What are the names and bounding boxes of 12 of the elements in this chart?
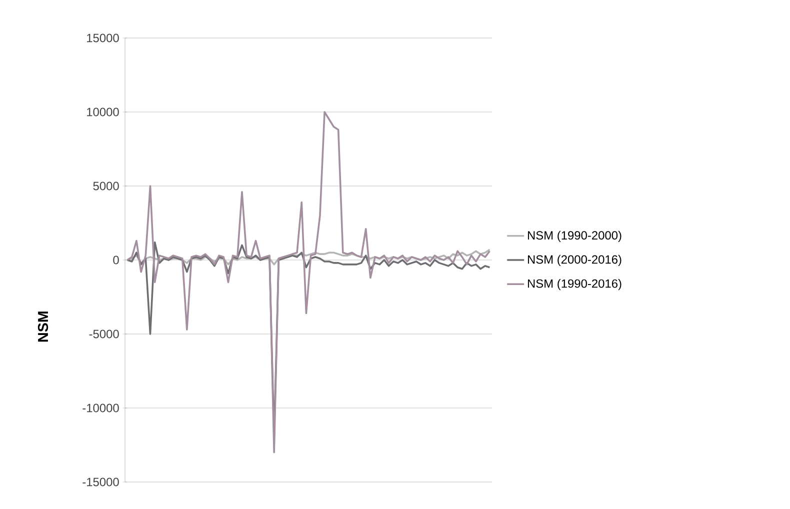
y-tick-label: 15000 (87, 34, 119, 42)
y-tick-label: -15000 (82, 478, 119, 486)
legend-label: NSM (1990-2000) (528, 230, 622, 242)
y-tick-label: -10000 (82, 404, 119, 412)
y-tick-label: 0 (113, 256, 119, 264)
y-tick-label: 10000 (87, 108, 119, 116)
line-series (126, 111, 491, 454)
y-axis-title: NSM (38, 312, 48, 342)
y-tick-label: 5000 (93, 182, 119, 190)
y-tick-label: -5000 (89, 330, 119, 338)
legend-label: NSM (1990-2016) (528, 279, 622, 290)
legend-label: NSM (2000-2016) (528, 254, 622, 266)
